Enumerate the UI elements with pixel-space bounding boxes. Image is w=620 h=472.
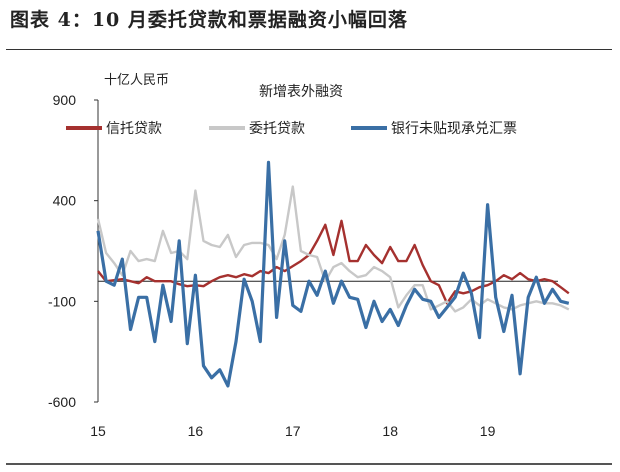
series-line (96, 185, 570, 313)
figure-title: 图表 4：10 月委托贷款和票据融资小幅回落 (10, 9, 408, 31)
bottom-rule (6, 463, 612, 465)
y-tick-label: -600 (48, 394, 76, 410)
legend-label: 银行未贴现承兑汇票 (391, 121, 517, 137)
x-tick-label: 18 (382, 423, 398, 439)
x-tick-label: 19 (480, 423, 496, 439)
x-axis: 15 16 17 18 19 (90, 423, 495, 439)
legend-label: 信托贷款 (106, 121, 162, 137)
y-tick-label: 900 (53, 92, 77, 108)
series-group (96, 160, 570, 388)
x-tick-label: 15 (90, 423, 106, 439)
legend-label: 委托贷款 (249, 121, 305, 137)
legend: 信托贷款 委托贷款 银行未贴现承兑汇票 (66, 121, 517, 137)
series-line (97, 219, 570, 305)
y-axis: 900 400 -100 -600 (48, 92, 98, 410)
y-tick-label: -100 (48, 293, 76, 309)
title-rule (6, 49, 612, 50)
x-tick-label: 16 (188, 423, 204, 439)
x-tick-label: 17 (285, 423, 301, 439)
y-tick-label: 400 (53, 193, 77, 209)
unit-label: 十亿人民币 (104, 73, 169, 88)
chart-title: 新增表外融资 (259, 84, 343, 100)
series-line (96, 160, 570, 388)
